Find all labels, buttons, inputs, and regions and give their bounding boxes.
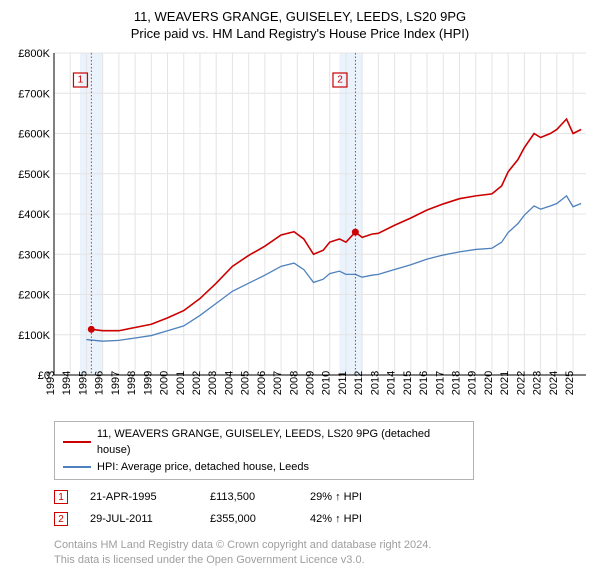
svg-text:2022: 2022 <box>515 370 527 394</box>
transaction-vshpi: 42% ↑ HPI <box>310 513 420 525</box>
footer-line2: This data is licensed under the Open Gov… <box>54 553 590 568</box>
svg-text:2012: 2012 <box>353 370 365 394</box>
transaction-row: 1 21-APR-1995 £113,500 29% ↑ HPI <box>54 486 590 508</box>
legend-item: HPI: Average price, detached house, Leed… <box>63 459 465 476</box>
svg-text:2014: 2014 <box>386 370 398 394</box>
svg-text:2021: 2021 <box>499 370 511 394</box>
svg-text:2006: 2006 <box>256 370 268 394</box>
svg-text:£300K: £300K <box>18 249 50 261</box>
svg-text:£400K: £400K <box>18 209 50 221</box>
chart-container: 11, WEAVERS GRANGE, GUISELEY, LEEDS, LS2… <box>0 0 600 574</box>
transaction-vshpi: 29% ↑ HPI <box>310 491 420 503</box>
svg-text:2008: 2008 <box>288 370 300 394</box>
svg-text:1995: 1995 <box>77 370 89 394</box>
svg-text:2010: 2010 <box>321 370 333 394</box>
chart-plot: £0£100K£200K£300K£400K£500K£600K£700K£80… <box>10 45 590 415</box>
legend-swatch <box>63 441 91 443</box>
svg-text:1999: 1999 <box>142 370 154 394</box>
svg-text:£100K: £100K <box>18 329 50 341</box>
svg-text:2018: 2018 <box>450 370 462 394</box>
svg-text:2: 2 <box>337 74 343 85</box>
svg-text:2015: 2015 <box>402 370 414 394</box>
svg-text:2013: 2013 <box>369 370 381 394</box>
svg-text:2003: 2003 <box>207 370 219 394</box>
transaction-price: £113,500 <box>210 491 310 503</box>
transactions-table: 1 21-APR-1995 £113,500 29% ↑ HPI 2 29-JU… <box>54 486 590 530</box>
svg-text:2009: 2009 <box>305 370 317 394</box>
svg-text:1997: 1997 <box>110 370 122 394</box>
svg-text:2023: 2023 <box>532 370 544 394</box>
footer: Contains HM Land Registry data © Crown c… <box>54 538 590 568</box>
chart-title-line2: Price paid vs. HM Land Registry's House … <box>10 26 590 41</box>
chart-title-line1: 11, WEAVERS GRANGE, GUISELEY, LEEDS, LS2… <box>10 8 590 26</box>
svg-text:1998: 1998 <box>126 370 138 394</box>
svg-text:2005: 2005 <box>240 370 252 394</box>
legend-item: 11, WEAVERS GRANGE, GUISELEY, LEEDS, LS2… <box>63 426 465 459</box>
svg-text:£500K: £500K <box>18 168 50 180</box>
legend: 11, WEAVERS GRANGE, GUISELEY, LEEDS, LS2… <box>54 421 474 481</box>
svg-text:£600K: £600K <box>18 128 50 140</box>
footer-line1: Contains HM Land Registry data © Crown c… <box>54 538 590 553</box>
transaction-row: 2 29-JUL-2011 £355,000 42% ↑ HPI <box>54 508 590 530</box>
transaction-date: 21-APR-1995 <box>90 491 210 503</box>
transaction-price: £355,000 <box>210 513 310 525</box>
svg-text:£700K: £700K <box>18 88 50 100</box>
svg-text:2024: 2024 <box>548 370 560 394</box>
svg-text:2007: 2007 <box>272 370 284 394</box>
legend-label: HPI: Average price, detached house, Leed… <box>97 459 309 476</box>
svg-text:2001: 2001 <box>175 370 187 394</box>
svg-text:2000: 2000 <box>159 370 171 394</box>
legend-label: 11, WEAVERS GRANGE, GUISELEY, LEEDS, LS2… <box>97 426 465 459</box>
svg-text:2025: 2025 <box>564 370 576 394</box>
svg-text:2019: 2019 <box>467 370 479 394</box>
svg-text:£800K: £800K <box>18 48 50 60</box>
svg-text:2002: 2002 <box>191 370 203 394</box>
svg-text:£200K: £200K <box>18 289 50 301</box>
transaction-date: 29-JUL-2011 <box>90 513 210 525</box>
svg-text:2020: 2020 <box>483 370 495 394</box>
svg-text:2016: 2016 <box>418 370 430 394</box>
legend-swatch <box>63 466 91 468</box>
transaction-marker-2: 2 <box>54 512 68 526</box>
svg-text:1996: 1996 <box>94 370 106 394</box>
transaction-marker-1: 1 <box>54 490 68 504</box>
svg-text:1993: 1993 <box>45 370 57 394</box>
svg-text:1: 1 <box>78 74 84 85</box>
svg-text:1994: 1994 <box>61 370 73 394</box>
chart-svg: £0£100K£200K£300K£400K£500K£600K£700K£80… <box>10 45 590 415</box>
svg-text:2017: 2017 <box>434 370 446 394</box>
svg-text:2004: 2004 <box>223 370 235 394</box>
